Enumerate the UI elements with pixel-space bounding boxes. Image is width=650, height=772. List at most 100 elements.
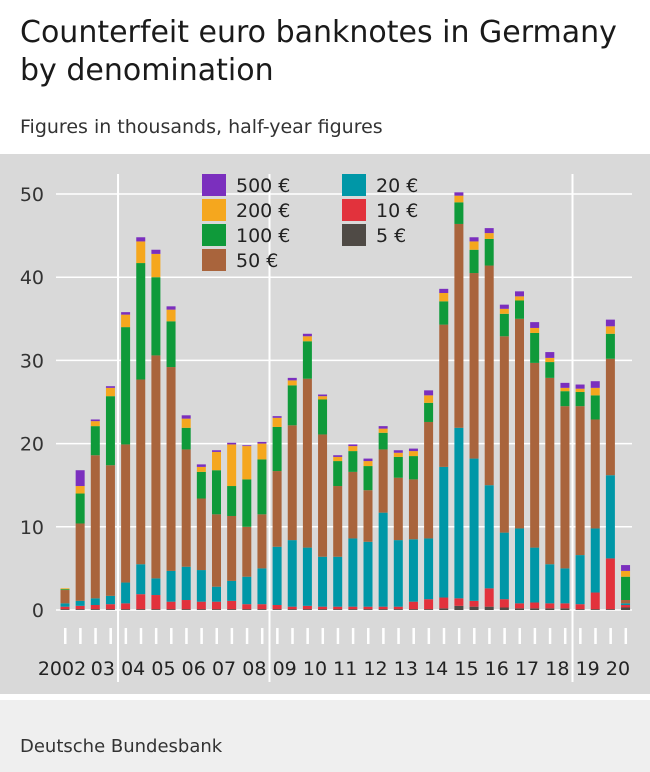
bar-segment: [454, 195, 464, 203]
bar-segment: [121, 603, 131, 610]
x-tick-mark: [200, 628, 203, 644]
y-tick-label: 30: [20, 350, 44, 372]
bar-segment: [560, 603, 570, 609]
bar-segment: [212, 450, 221, 452]
bar-segment: [424, 599, 434, 610]
bar-segment: [105, 609, 115, 610]
bar-segment: [90, 609, 100, 610]
bar-segment: [560, 608, 570, 610]
y-tick-label: 0: [32, 600, 44, 622]
x-tick-mark: [321, 628, 325, 644]
x-tick-label: 07: [212, 658, 236, 680]
x-tick-label: 2002: [38, 658, 86, 680]
bar-segment: [408, 451, 418, 457]
x-tick-label: 14: [424, 658, 448, 680]
bar-segment: [560, 568, 570, 604]
bar-segment: [484, 265, 494, 486]
bar-segment: [136, 594, 146, 610]
bar-segment: [393, 540, 403, 607]
bar-segment: [272, 416, 282, 418]
bar-segment: [439, 597, 449, 609]
bar-segment: [605, 326, 615, 334]
bar-segment: [469, 606, 479, 610]
bar-segment: [196, 466, 206, 472]
bar-segment: [272, 417, 282, 427]
bar-segment: [515, 318, 524, 529]
x-tick-mark: [291, 628, 294, 644]
bar-segment: [90, 419, 100, 422]
bar-segment: [499, 599, 509, 608]
x-tick-mark: [382, 628, 385, 644]
x-tick-mark: [367, 628, 370, 644]
bar-segment: [121, 609, 131, 610]
bar-segment: [590, 395, 600, 420]
x-tick-label: 12: [363, 658, 387, 680]
legend-label: 500 €: [236, 175, 290, 197]
bar-segment: [575, 392, 585, 407]
bar-segment: [60, 609, 70, 610]
bar-segment: [287, 606, 297, 610]
bar-segment: [318, 556, 328, 607]
bar-segment: [621, 605, 631, 608]
legend-label: 10 €: [376, 200, 418, 222]
bar-segment: [499, 532, 509, 600]
bar-segment: [590, 381, 600, 388]
bar-segment: [302, 336, 312, 342]
bar-segment: [621, 565, 631, 571]
bar-segment: [621, 607, 631, 610]
bar-segment: [439, 288, 449, 294]
bar-segment: [166, 309, 176, 322]
bar-segment: [545, 377, 555, 565]
bar-segment: [272, 546, 282, 606]
bar-segment: [212, 451, 221, 471]
bar-segment: [499, 308, 509, 314]
bar-segment: [318, 606, 328, 610]
bar-segment: [605, 558, 615, 610]
bar-segment: [151, 578, 161, 596]
bar-segment: [363, 458, 373, 462]
bar-segment: [181, 609, 191, 610]
bar-segment: [333, 486, 343, 557]
bar-segment: [212, 586, 221, 602]
bar-segment: [121, 582, 131, 604]
bar-segment: [333, 556, 343, 607]
bar-segment: [90, 426, 100, 456]
x-tick-label: 03: [91, 658, 115, 680]
bar-segment: [272, 609, 282, 610]
bar-segment: [378, 432, 388, 450]
bar-segment: [590, 609, 600, 610]
bar-segment: [318, 434, 328, 557]
bar-segment: [454, 192, 464, 196]
bar-segment: [242, 609, 252, 610]
bar-segment: [560, 391, 570, 407]
x-tick-mark: [518, 628, 521, 644]
bar-segment: [105, 387, 115, 397]
bar-segment: [621, 570, 631, 577]
bar-segment: [166, 601, 176, 610]
x-tick-mark: [457, 628, 461, 644]
bar-segment: [424, 402, 434, 422]
bar-segment: [242, 446, 252, 480]
bar-segment: [181, 566, 191, 601]
x-tick-mark: [594, 628, 597, 644]
bar-segment: [75, 470, 85, 487]
legend-swatch: [202, 174, 226, 196]
bar-segment: [499, 607, 509, 610]
x-tick-mark: [79, 628, 82, 644]
bar-segment: [545, 608, 555, 610]
bar-segment: [530, 327, 540, 333]
bar-segment: [90, 455, 100, 599]
bar-segment: [424, 390, 434, 396]
bar-segment: [378, 606, 388, 610]
bar-segment: [75, 486, 85, 494]
bar-segment: [181, 449, 191, 567]
bar-segment: [257, 459, 267, 515]
x-tick-mark: [533, 628, 537, 644]
bar-segment: [363, 466, 373, 491]
bar-segment: [499, 304, 509, 309]
bar-segment: [560, 406, 570, 569]
bar-segment: [378, 449, 388, 513]
legend-swatch: [202, 249, 226, 271]
bar-segment: [424, 421, 434, 539]
